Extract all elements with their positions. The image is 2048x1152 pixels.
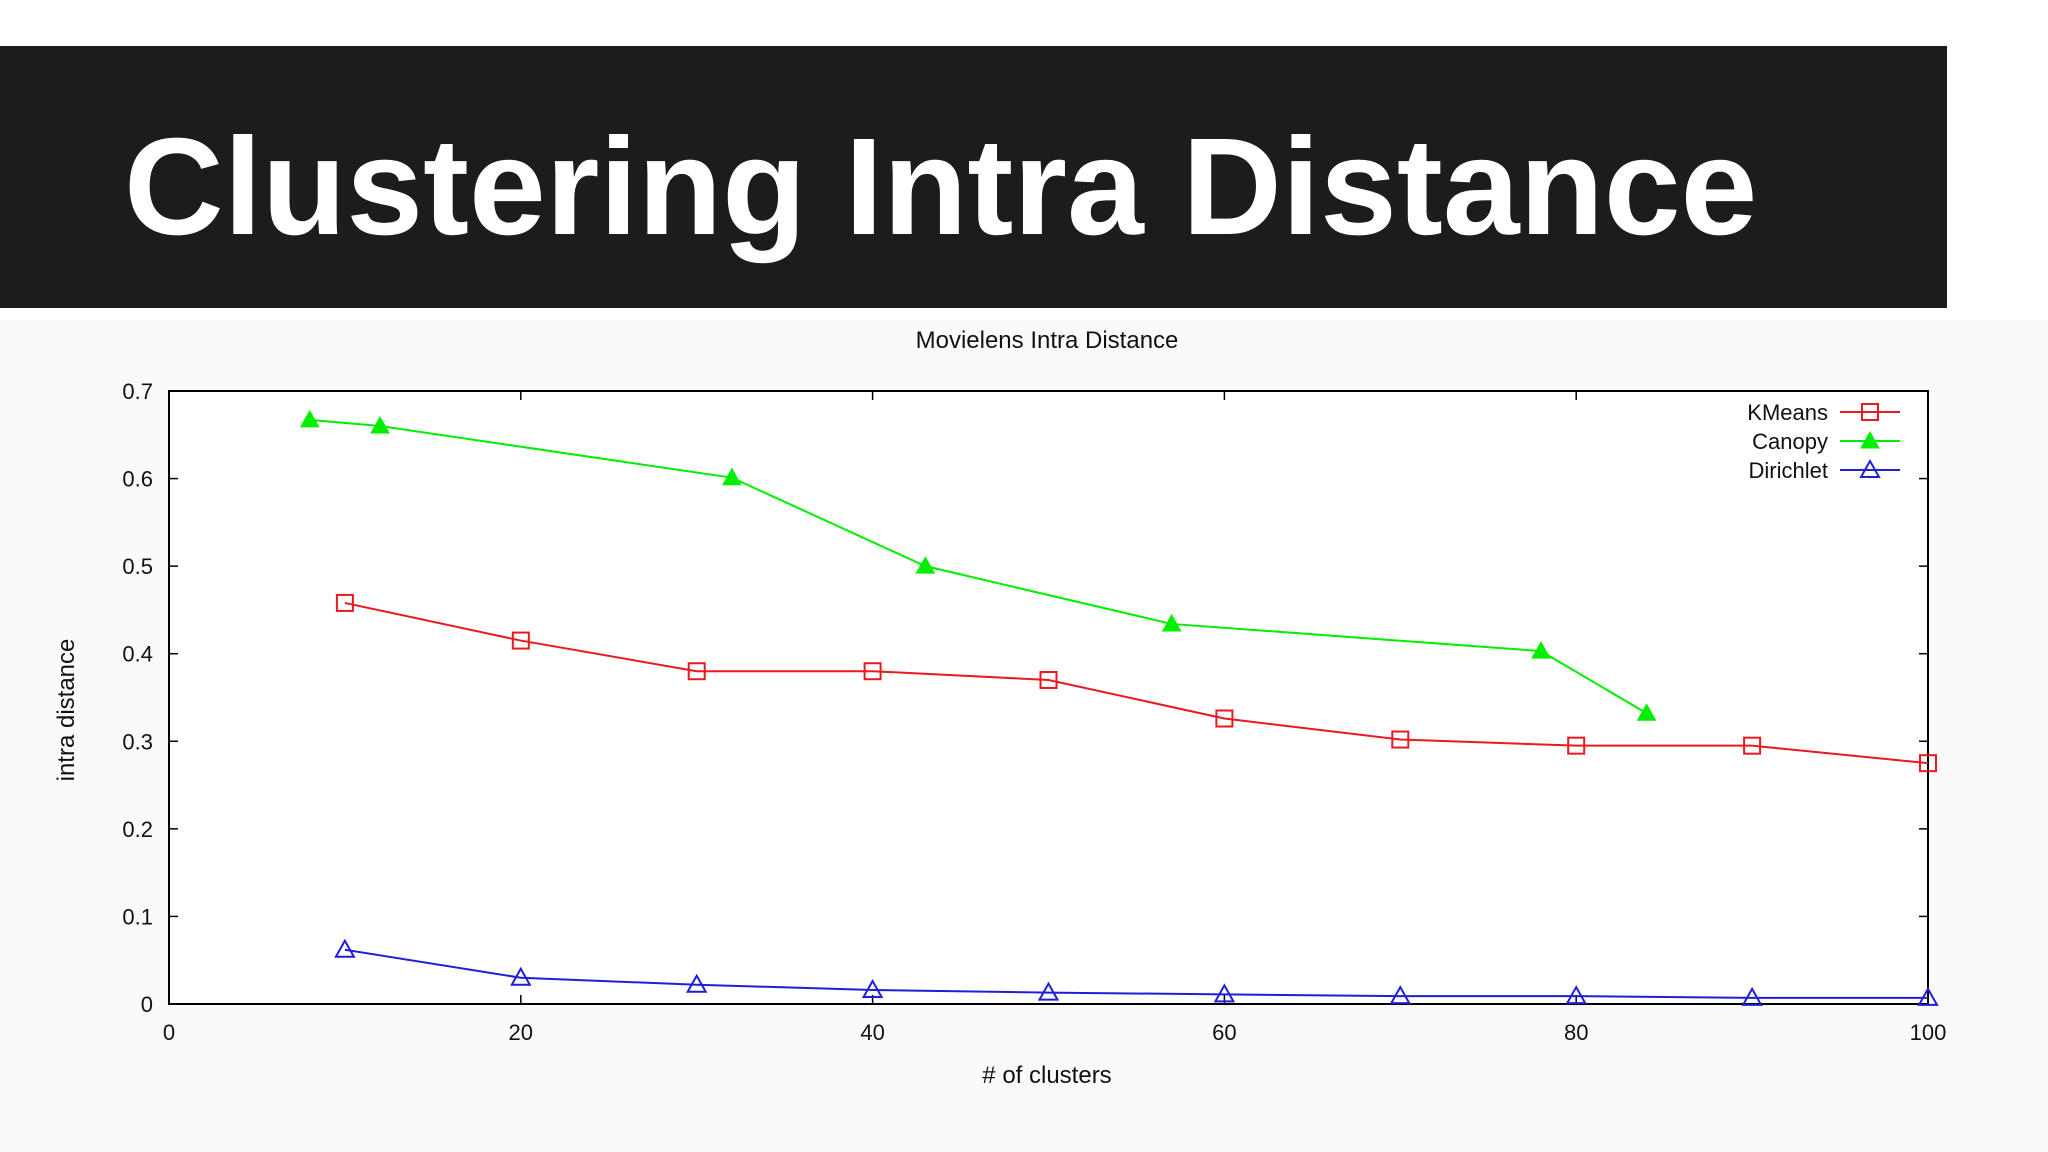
data-point-canopy (370, 416, 390, 434)
data-point-kmeans (1567, 736, 1586, 755)
data-point-dirichlet (1917, 986, 1939, 1006)
data-point-dirichlet (685, 973, 708, 993)
data-point-dirichlet (1213, 983, 1236, 1003)
x-tick-label: 100 (1910, 1020, 1947, 1045)
data-point-kmeans (863, 662, 882, 681)
data-point-canopy (299, 409, 320, 428)
x-axis-label: # of clusters (982, 1062, 1111, 1089)
legend-marker-dirichlet (1859, 458, 1881, 478)
y-tick-label: 0.5 (122, 554, 153, 579)
series-line-dirichlet (344, 948, 1928, 999)
data-point-dirichlet (510, 966, 532, 986)
y-tick-label: 0.3 (122, 729, 153, 754)
series-canopy (299, 409, 1657, 721)
y-axis-label: intra distance (53, 639, 80, 782)
data-point-kmeans (1039, 670, 1058, 689)
y-tick-label: 0 (141, 992, 153, 1017)
x-tick-label: 40 (860, 1020, 884, 1045)
x-tick-label: 60 (1212, 1020, 1236, 1045)
x-tick-label: 0 (163, 1020, 175, 1045)
legend-marker-kmeans (1861, 403, 1879, 421)
legend-label-kmeans: KMeans (1747, 400, 1828, 425)
legend-label-canopy: Canopy (1752, 429, 1828, 454)
y-tick-label: 0.6 (122, 467, 153, 492)
data-point-canopy (722, 467, 742, 486)
y-tick-label: 0.4 (122, 642, 153, 667)
data-point-dirichlet (1389, 985, 1412, 1005)
y-tick-label: 0.7 (122, 379, 153, 404)
data-point-kmeans (1919, 754, 1937, 773)
data-point-kmeans (687, 662, 706, 681)
data-point-canopy (1161, 613, 1182, 632)
data-point-dirichlet (1741, 986, 1763, 1006)
data-point-kmeans (335, 593, 354, 612)
x-tick-label: 80 (1564, 1020, 1588, 1045)
series-line-kmeans (344, 601, 1929, 765)
legend-label-dirichlet: Dirichlet (1749, 458, 1828, 483)
plot-area (168, 390, 1929, 1005)
data-point-kmeans (1391, 730, 1410, 749)
data-point-kmeans (1215, 709, 1234, 728)
chart-title: Movielens Intra Distance (916, 327, 1179, 354)
title-bar (0, 46, 1947, 308)
data-point-dirichlet (1037, 981, 1060, 1001)
data-point-kmeans (511, 631, 530, 650)
data-point-kmeans (1743, 736, 1762, 755)
data-point-canopy (915, 556, 936, 574)
legend-marker-canopy (1860, 430, 1880, 449)
line-chart: 0 0.1 0.2 0.3 0.4 0.5 0.6 0.7 0 20 40 60 80 100 KMean… (0, 320, 2048, 1152)
data-point-dirichlet (861, 978, 884, 998)
series-kmeans (335, 593, 1937, 773)
data-point-dirichlet (1565, 985, 1587, 1005)
y-tick-label: 0.1 (122, 904, 153, 929)
series-dirichlet (334, 938, 1939, 1006)
data-point-canopy (1636, 703, 1657, 721)
data-point-dirichlet (334, 938, 356, 958)
slide-title: Clustering Intra Distance (124, 110, 1758, 264)
data-point-canopy (1531, 641, 1551, 659)
x-tick-label: 20 (509, 1020, 533, 1045)
y-tick-label: 0.2 (122, 817, 153, 842)
